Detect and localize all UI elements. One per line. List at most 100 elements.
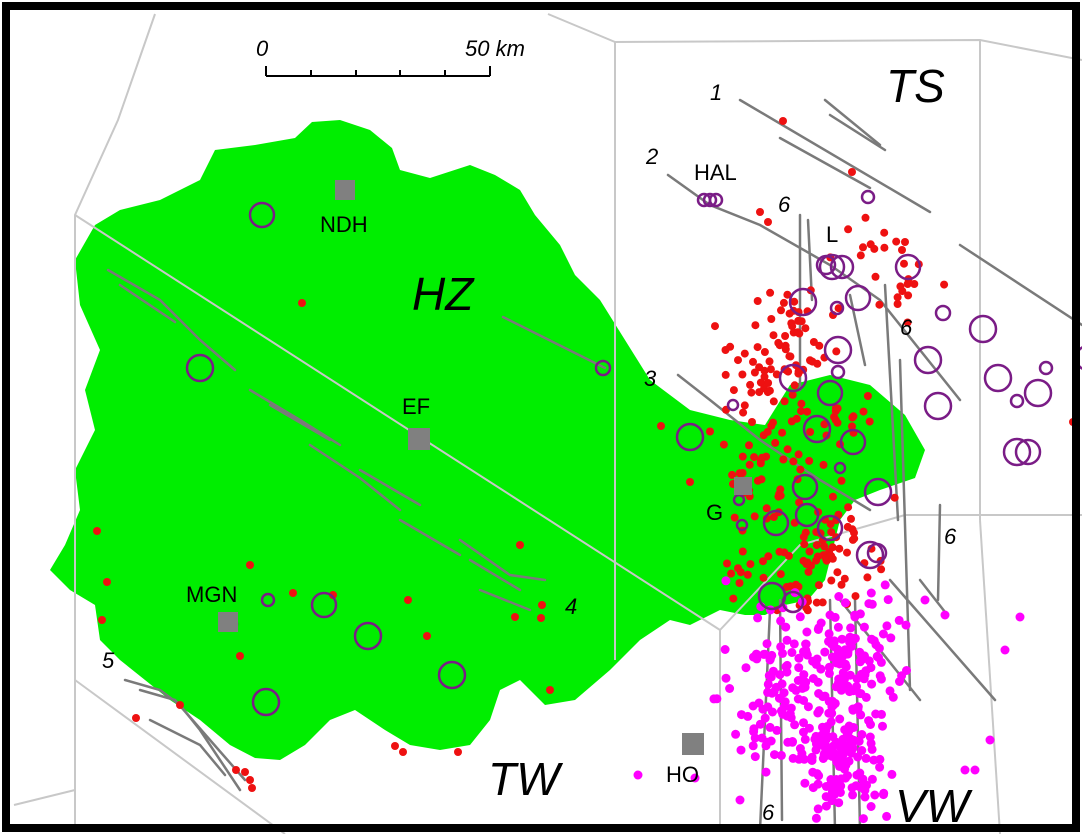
- red-dot: [880, 243, 889, 252]
- magenta-dot: [841, 773, 850, 783]
- fault-line: [918, 578, 947, 614]
- red-dot: [804, 567, 813, 576]
- magenta-dot: [883, 595, 893, 605]
- fault-line: [778, 136, 872, 190]
- city-marker-ho: [682, 733, 704, 755]
- red-dot: [706, 427, 714, 436]
- fault-line: [848, 293, 867, 367]
- magenta-dot: [799, 670, 809, 680]
- magenta-dot: [848, 790, 858, 800]
- red-dot: [729, 594, 738, 603]
- purple-circle: [1023, 378, 1053, 408]
- magenta-dot: [761, 767, 771, 777]
- red-dot: [801, 324, 810, 333]
- city-marker-ndh: [335, 180, 355, 200]
- magenta-dot: [887, 769, 897, 779]
- boundary-line: [13, 789, 76, 806]
- red-dot: [794, 369, 803, 378]
- city-label-mgn: MGN: [186, 582, 237, 607]
- purple-circle: [702, 192, 718, 208]
- purple-circle: [913, 345, 943, 375]
- magenta-dot: [835, 761, 844, 771]
- purple-circle: [1002, 437, 1032, 467]
- red-dot: [753, 297, 762, 305]
- fault-line: [118, 283, 177, 324]
- red-dot: [721, 370, 730, 379]
- red-dot: [779, 298, 788, 307]
- magenta-dot: [844, 756, 854, 766]
- red-dot: [832, 347, 841, 356]
- purple-circle: [833, 461, 847, 475]
- red-dot: [790, 297, 799, 306]
- red-dot: [759, 557, 767, 566]
- red-dot: [756, 459, 765, 468]
- red-dot: [391, 742, 399, 750]
- red-dot: [780, 397, 789, 406]
- red-dot: [786, 582, 795, 591]
- red-dot: [776, 491, 785, 500]
- magenta-dot: [737, 710, 746, 720]
- fault-label-6c: 6: [944, 524, 957, 549]
- red-dot: [835, 544, 844, 553]
- red-dot: [877, 565, 886, 574]
- magenta-dot: [866, 588, 876, 598]
- red-dot: [831, 416, 840, 424]
- red-dot: [792, 414, 801, 423]
- purple-circle: [823, 335, 853, 365]
- magenta-dot: [725, 684, 735, 693]
- magenta-dot: [827, 751, 837, 761]
- red-dot: [241, 768, 249, 776]
- magenta-dot: [741, 663, 751, 673]
- red-dot: [760, 372, 769, 381]
- purple-circle: [934, 304, 952, 322]
- red-dot: [657, 422, 665, 430]
- red-dot: [767, 315, 776, 323]
- purple-circle: [816, 514, 844, 542]
- fault-line: [398, 518, 462, 557]
- magenta-dot: [797, 749, 807, 759]
- red-dot: [516, 541, 524, 549]
- red-dot: [753, 343, 762, 352]
- red-dot: [736, 568, 745, 577]
- magenta-dot: [880, 580, 890, 590]
- magenta-dot: [787, 648, 797, 657]
- purple-circle: [778, 363, 808, 393]
- red-dot: [812, 556, 821, 565]
- red-dot: [870, 244, 879, 253]
- red-dot: [837, 476, 846, 485]
- red-dot: [298, 299, 306, 307]
- red-dot: [799, 556, 808, 565]
- red-dot: [740, 349, 749, 358]
- city-label-ef: EF: [402, 394, 430, 419]
- red-dot: [746, 380, 755, 389]
- magenta-dot: [765, 722, 775, 732]
- purple-circle: [839, 428, 867, 456]
- red-dot: [781, 341, 790, 350]
- red-dot: [756, 208, 764, 216]
- city-label-hal: HAL: [694, 160, 737, 185]
- red-dot: [246, 776, 254, 784]
- red-dot: [775, 547, 784, 556]
- magenta-dot: [799, 727, 808, 737]
- red-dot: [910, 280, 919, 288]
- red-dot: [844, 503, 853, 512]
- magenta-dot: [777, 679, 787, 689]
- red-dot: [738, 547, 747, 556]
- red-dot: [764, 379, 773, 387]
- magenta-dot: [878, 721, 887, 731]
- purple-circle: [894, 253, 922, 281]
- magenta-dot: [802, 627, 812, 637]
- magenta-dot: [797, 683, 807, 693]
- magenta-dot: [940, 610, 950, 620]
- fault-line: [148, 718, 227, 777]
- magenta-dot: [820, 647, 830, 657]
- magenta-dot: [781, 622, 791, 632]
- purple-circle: [248, 201, 276, 229]
- magenta-dot: [840, 725, 850, 735]
- purple-circle: [185, 353, 215, 383]
- magenta-dot: [749, 652, 758, 662]
- purple-circle: [260, 592, 276, 608]
- magenta-dot: [861, 753, 871, 763]
- red-dot: [769, 331, 778, 340]
